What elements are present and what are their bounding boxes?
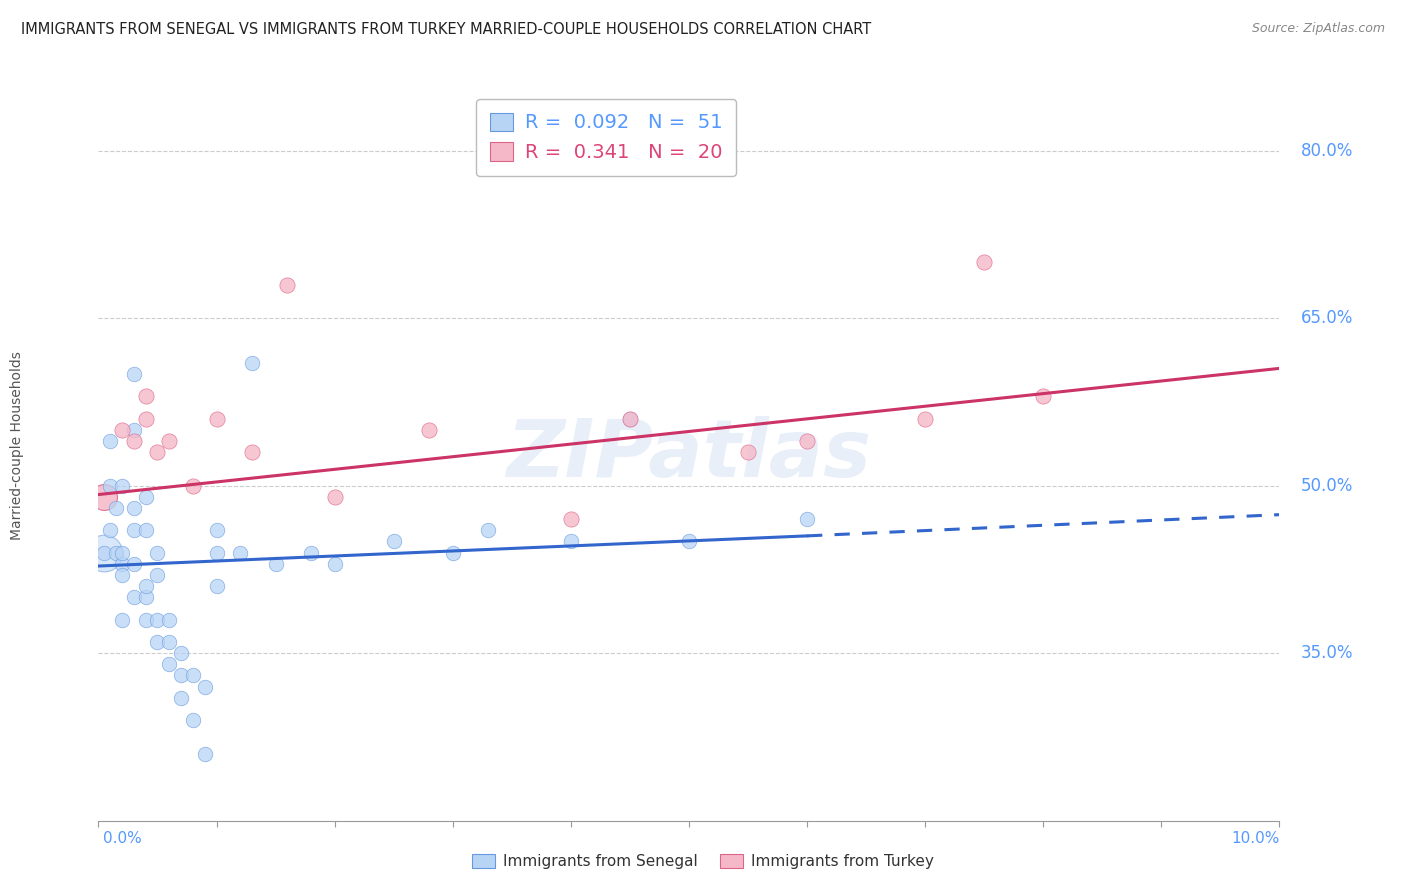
Point bbox=[560, 512, 582, 526]
Point bbox=[170, 668, 193, 682]
Point bbox=[737, 445, 759, 459]
Point bbox=[796, 434, 818, 448]
Point bbox=[135, 591, 157, 605]
Point bbox=[122, 423, 145, 437]
Point bbox=[122, 434, 145, 448]
Point bbox=[323, 490, 346, 504]
Point bbox=[135, 613, 157, 627]
Point bbox=[93, 490, 115, 504]
Point bbox=[240, 356, 263, 370]
Point bbox=[194, 680, 217, 694]
Point bbox=[111, 423, 134, 437]
Point bbox=[111, 478, 134, 492]
Point bbox=[93, 546, 115, 560]
Point bbox=[122, 557, 145, 571]
Point bbox=[1032, 389, 1054, 403]
Text: 65.0%: 65.0% bbox=[1301, 310, 1353, 327]
Point bbox=[240, 445, 263, 459]
Point bbox=[205, 524, 228, 538]
Point bbox=[205, 411, 228, 425]
Point bbox=[477, 524, 499, 538]
Point bbox=[157, 635, 180, 649]
Point bbox=[135, 579, 157, 593]
Point bbox=[973, 255, 995, 269]
Text: 80.0%: 80.0% bbox=[1301, 142, 1353, 160]
Text: 10.0%: 10.0% bbox=[1232, 831, 1279, 846]
Point bbox=[146, 445, 169, 459]
Point bbox=[619, 411, 641, 425]
Point bbox=[299, 546, 322, 560]
Point bbox=[98, 478, 121, 492]
Point bbox=[678, 534, 700, 549]
Text: 50.0%: 50.0% bbox=[1301, 476, 1353, 495]
Point bbox=[323, 557, 346, 571]
Point bbox=[382, 534, 405, 549]
Legend: Immigrants from Senegal, Immigrants from Turkey: Immigrants from Senegal, Immigrants from… bbox=[465, 848, 941, 875]
Point bbox=[122, 500, 145, 515]
Text: 0.0%: 0.0% bbox=[103, 831, 142, 846]
Point bbox=[619, 411, 641, 425]
Point bbox=[205, 546, 228, 560]
Point bbox=[796, 512, 818, 526]
Text: ZIPatlas: ZIPatlas bbox=[506, 416, 872, 494]
Point bbox=[181, 478, 204, 492]
Point bbox=[135, 389, 157, 403]
Point bbox=[170, 646, 193, 660]
Point bbox=[170, 690, 193, 705]
Point bbox=[146, 613, 169, 627]
Point bbox=[441, 546, 464, 560]
Point bbox=[914, 411, 936, 425]
Point bbox=[229, 546, 252, 560]
Point bbox=[135, 524, 157, 538]
Point bbox=[157, 657, 180, 672]
Point bbox=[560, 534, 582, 549]
Point bbox=[111, 613, 134, 627]
Point bbox=[135, 490, 157, 504]
Text: Married-couple Households: Married-couple Households bbox=[10, 351, 24, 541]
Point bbox=[98, 434, 121, 448]
Point bbox=[181, 713, 204, 727]
Point bbox=[105, 546, 128, 560]
Point bbox=[111, 557, 134, 571]
Text: Source: ZipAtlas.com: Source: ZipAtlas.com bbox=[1251, 22, 1385, 36]
Point bbox=[146, 635, 169, 649]
Text: IMMIGRANTS FROM SENEGAL VS IMMIGRANTS FROM TURKEY MARRIED-COUPLE HOUSEHOLDS CORR: IMMIGRANTS FROM SENEGAL VS IMMIGRANTS FR… bbox=[21, 22, 872, 37]
Point bbox=[122, 524, 145, 538]
Point bbox=[205, 579, 228, 593]
Point bbox=[105, 500, 128, 515]
Point bbox=[93, 546, 115, 560]
Point bbox=[98, 524, 121, 538]
Point bbox=[181, 668, 204, 682]
Point bbox=[146, 546, 169, 560]
Point bbox=[157, 434, 180, 448]
Point bbox=[122, 367, 145, 381]
Text: 35.0%: 35.0% bbox=[1301, 644, 1353, 662]
Point bbox=[418, 423, 440, 437]
Point bbox=[276, 277, 298, 292]
Point bbox=[194, 747, 217, 761]
Point bbox=[122, 591, 145, 605]
Point bbox=[111, 568, 134, 582]
Legend: R =  0.092   N =  51, R =  0.341   N =  20: R = 0.092 N = 51, R = 0.341 N = 20 bbox=[477, 99, 737, 176]
Point bbox=[146, 568, 169, 582]
Point bbox=[135, 411, 157, 425]
Point bbox=[264, 557, 287, 571]
Point bbox=[111, 546, 134, 560]
Point bbox=[157, 613, 180, 627]
